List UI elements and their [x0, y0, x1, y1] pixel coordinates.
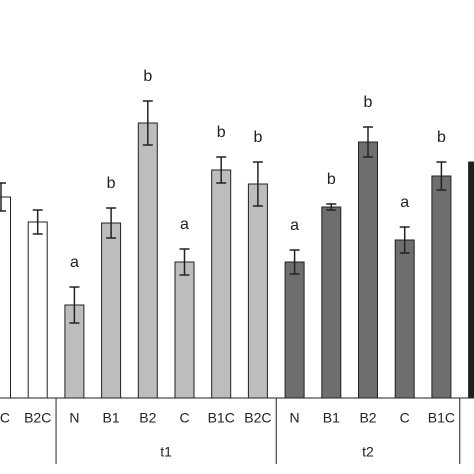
group-label: t1	[160, 444, 172, 460]
significance-letter: a	[180, 216, 189, 233]
bar	[321, 206, 342, 399]
bar	[431, 175, 452, 399]
x-tick-label: B1C	[208, 410, 235, 426]
x-tick-label: 1C	[0, 410, 10, 426]
x-tick-label: C	[400, 410, 410, 426]
x-tick-label: B2C	[244, 410, 271, 426]
significance-letter: b	[143, 68, 152, 85]
bar	[137, 122, 158, 399]
bar	[211, 169, 232, 399]
bar	[394, 239, 415, 399]
bar	[468, 161, 474, 399]
significance-letter: b	[217, 124, 226, 141]
x-tick-label: B2	[139, 410, 156, 426]
bar	[247, 183, 268, 399]
bar	[284, 261, 305, 399]
x-tick-label: B1	[323, 410, 340, 426]
x-tick-label: B2	[359, 410, 376, 426]
significance-letter: b	[437, 129, 446, 146]
x-tick-label: B2C	[24, 410, 51, 426]
group-label: t2	[362, 444, 374, 460]
x-tick-label: N	[69, 410, 79, 426]
significance-letter: a	[400, 194, 409, 211]
significance-letter: b	[327, 171, 336, 188]
significance-letter: a	[290, 217, 299, 234]
x-tick-label: N	[290, 410, 300, 426]
significance-letter: b	[364, 94, 373, 111]
x-tick-label: C	[179, 410, 189, 426]
significance-letter: b	[253, 129, 262, 146]
significance-letter: a	[70, 254, 79, 271]
bar	[358, 141, 378, 399]
bar	[0, 196, 11, 399]
x-tick-label: B1C	[428, 410, 455, 426]
bar	[27, 221, 48, 399]
bar	[101, 222, 122, 399]
bar	[174, 261, 195, 399]
significance-letter: b	[107, 175, 116, 192]
x-tick-label: B1	[103, 410, 120, 426]
